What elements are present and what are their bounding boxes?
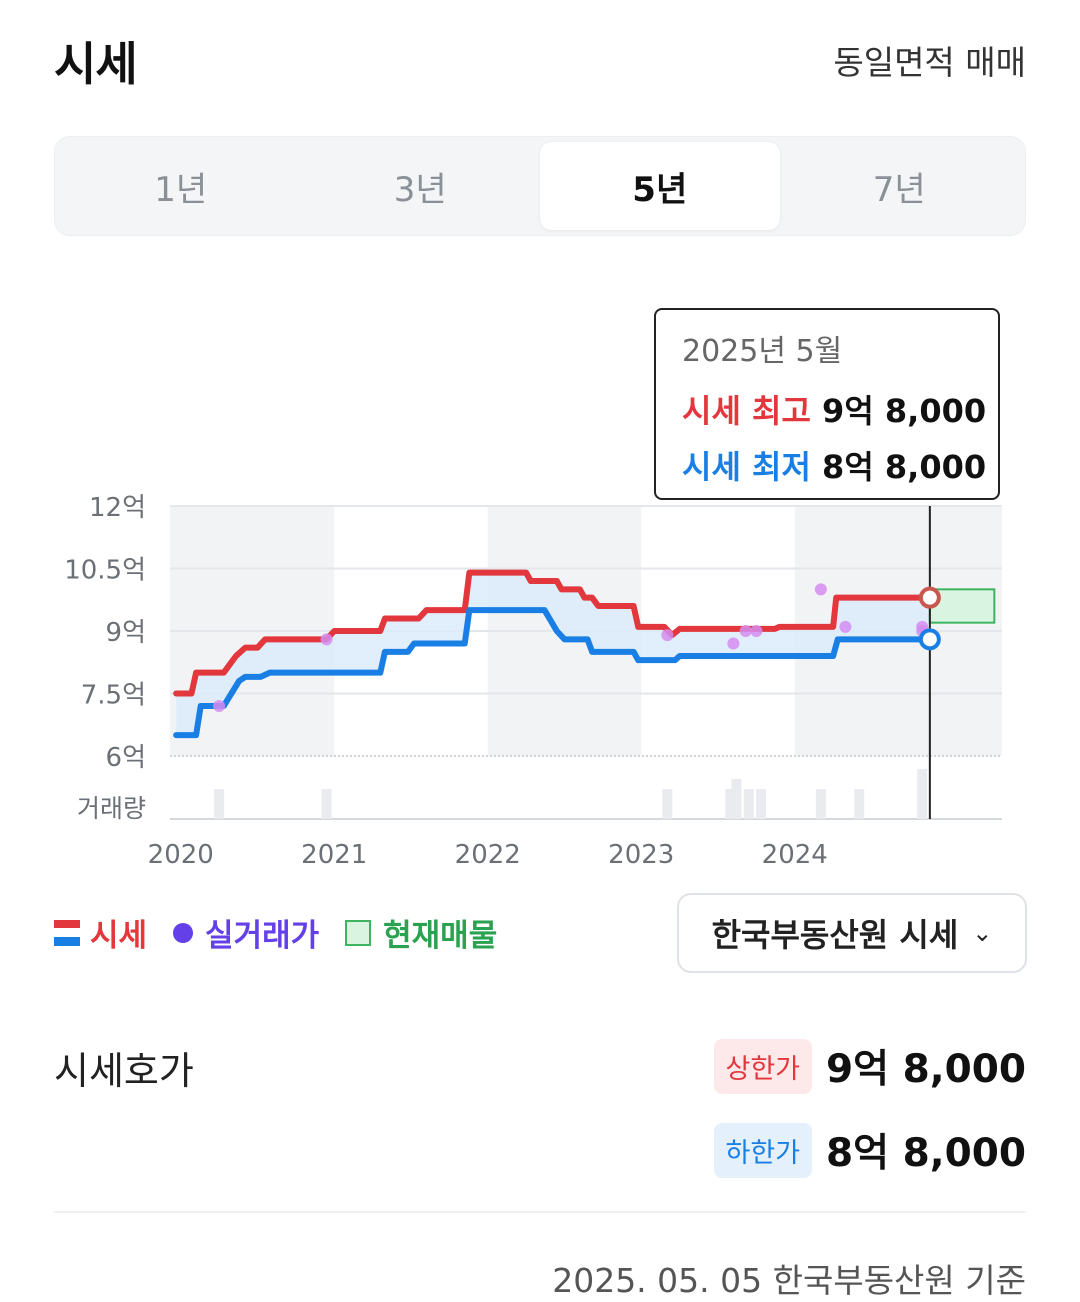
x-tick-label: 2023: [608, 840, 674, 870]
legend-price: 시세: [54, 910, 147, 955]
tab-1-year[interactable]: 1년: [154, 169, 208, 210]
price-source-label: 한국부동산원 시세: [711, 916, 959, 954]
legend-deal: 실거래가: [173, 910, 319, 955]
lower-price-row: 하한가 8억 8,000: [713, 1122, 1026, 1178]
area-type-label[interactable]: 동일면적 매매: [833, 43, 1026, 82]
deal-point: [320, 633, 333, 646]
price-swatch-icon: [54, 919, 80, 946]
lower-price-value: 8억 8,000: [826, 1131, 1026, 1176]
deal-point: [839, 620, 852, 633]
volume-bar: [755, 789, 766, 819]
x-tick-label: 2024: [762, 840, 828, 870]
legend-listing-label: 현재매물: [383, 918, 498, 954]
tooltip-high-value: 9억 8,000: [822, 392, 987, 430]
period-tabs: 1년 3년 5년 7년: [54, 136, 1026, 236]
series-line-low: [173, 607, 933, 739]
x-tick-label: 2022: [455, 840, 521, 870]
deal-point: [661, 629, 674, 642]
upper-price-value: 9억 8,000: [826, 1047, 1026, 1092]
tab-7-year[interactable]: 7년: [872, 169, 926, 210]
legend-deal-label: 실거래가: [205, 918, 320, 954]
data-source-footnote: 2025. 05. 05 한국부동산원 기준: [552, 1261, 1026, 1300]
listing-box-icon: [345, 919, 372, 946]
volume-bar: [214, 789, 225, 819]
tooltip-low-row: 시세 최저 8억 8,000: [682, 442, 998, 488]
tooltip-high-label: 시세 최고: [682, 392, 811, 430]
legend-listing: 현재매물: [345, 910, 497, 955]
volume-bar: [854, 789, 865, 819]
y-tick-label: 7.5억: [81, 681, 146, 711]
chart-legend: 시세 실거래가 현재매물: [54, 910, 523, 955]
section-divider: [54, 1211, 1026, 1213]
x-tick-label: 2020: [148, 840, 214, 870]
low-end-marker: [918, 628, 941, 651]
tooltip-low-label: 시세 최저: [682, 448, 811, 486]
tab-5-year[interactable]: 5년: [540, 142, 780, 230]
y-tick-label: 6억: [106, 743, 146, 773]
tab-3-year[interactable]: 3년: [393, 169, 447, 210]
tooltip-low-value: 8억 8,000: [822, 448, 987, 486]
price-source-dropdown[interactable]: 한국부동산원 시세 ⌄: [677, 893, 1027, 973]
volume-bar: [321, 789, 332, 819]
deal-dot-icon: [173, 922, 194, 943]
volume-bar: [815, 789, 826, 819]
asking-price-label: 시세호가: [54, 1049, 194, 1093]
volume-bar: [662, 789, 673, 819]
x-tick-label: 2021: [301, 840, 367, 870]
chevron-down-icon: ⌄: [972, 919, 993, 947]
listing-range-box: [928, 588, 996, 624]
volume-bar: [725, 789, 736, 819]
lower-price-badge: 하한가: [713, 1122, 813, 1178]
volume-bar: [917, 769, 928, 819]
tooltip-date: 2025년 5월: [682, 334, 843, 369]
page-title: 시세: [54, 37, 138, 91]
chart-tooltip: 2025년 5월 시세 최고 9억 8,000 시세 최저 8억 8,000: [654, 308, 1000, 500]
tooltip-high-row: 시세 최고 9억 8,000: [682, 386, 998, 432]
volume-label: 거래량: [77, 794, 146, 823]
legend-price-label: 시세: [90, 918, 148, 954]
deal-point: [750, 625, 763, 637]
y-tick-label: 9억: [106, 618, 146, 648]
upper-price-badge: 상한가: [713, 1038, 813, 1094]
y-tick-label: 10.5억: [64, 556, 146, 586]
high-end-marker: [918, 586, 941, 609]
deal-point: [739, 625, 752, 637]
deal-point: [213, 700, 226, 712]
volume-bar: [731, 779, 742, 819]
upper-price-row: 상한가 9억 8,000: [713, 1038, 1026, 1094]
volume-bar: [743, 789, 754, 819]
series-line-high: [173, 569, 933, 697]
deal-point: [727, 637, 740, 650]
y-tick-label: 12억: [89, 493, 146, 523]
deal-point: [814, 583, 827, 596]
